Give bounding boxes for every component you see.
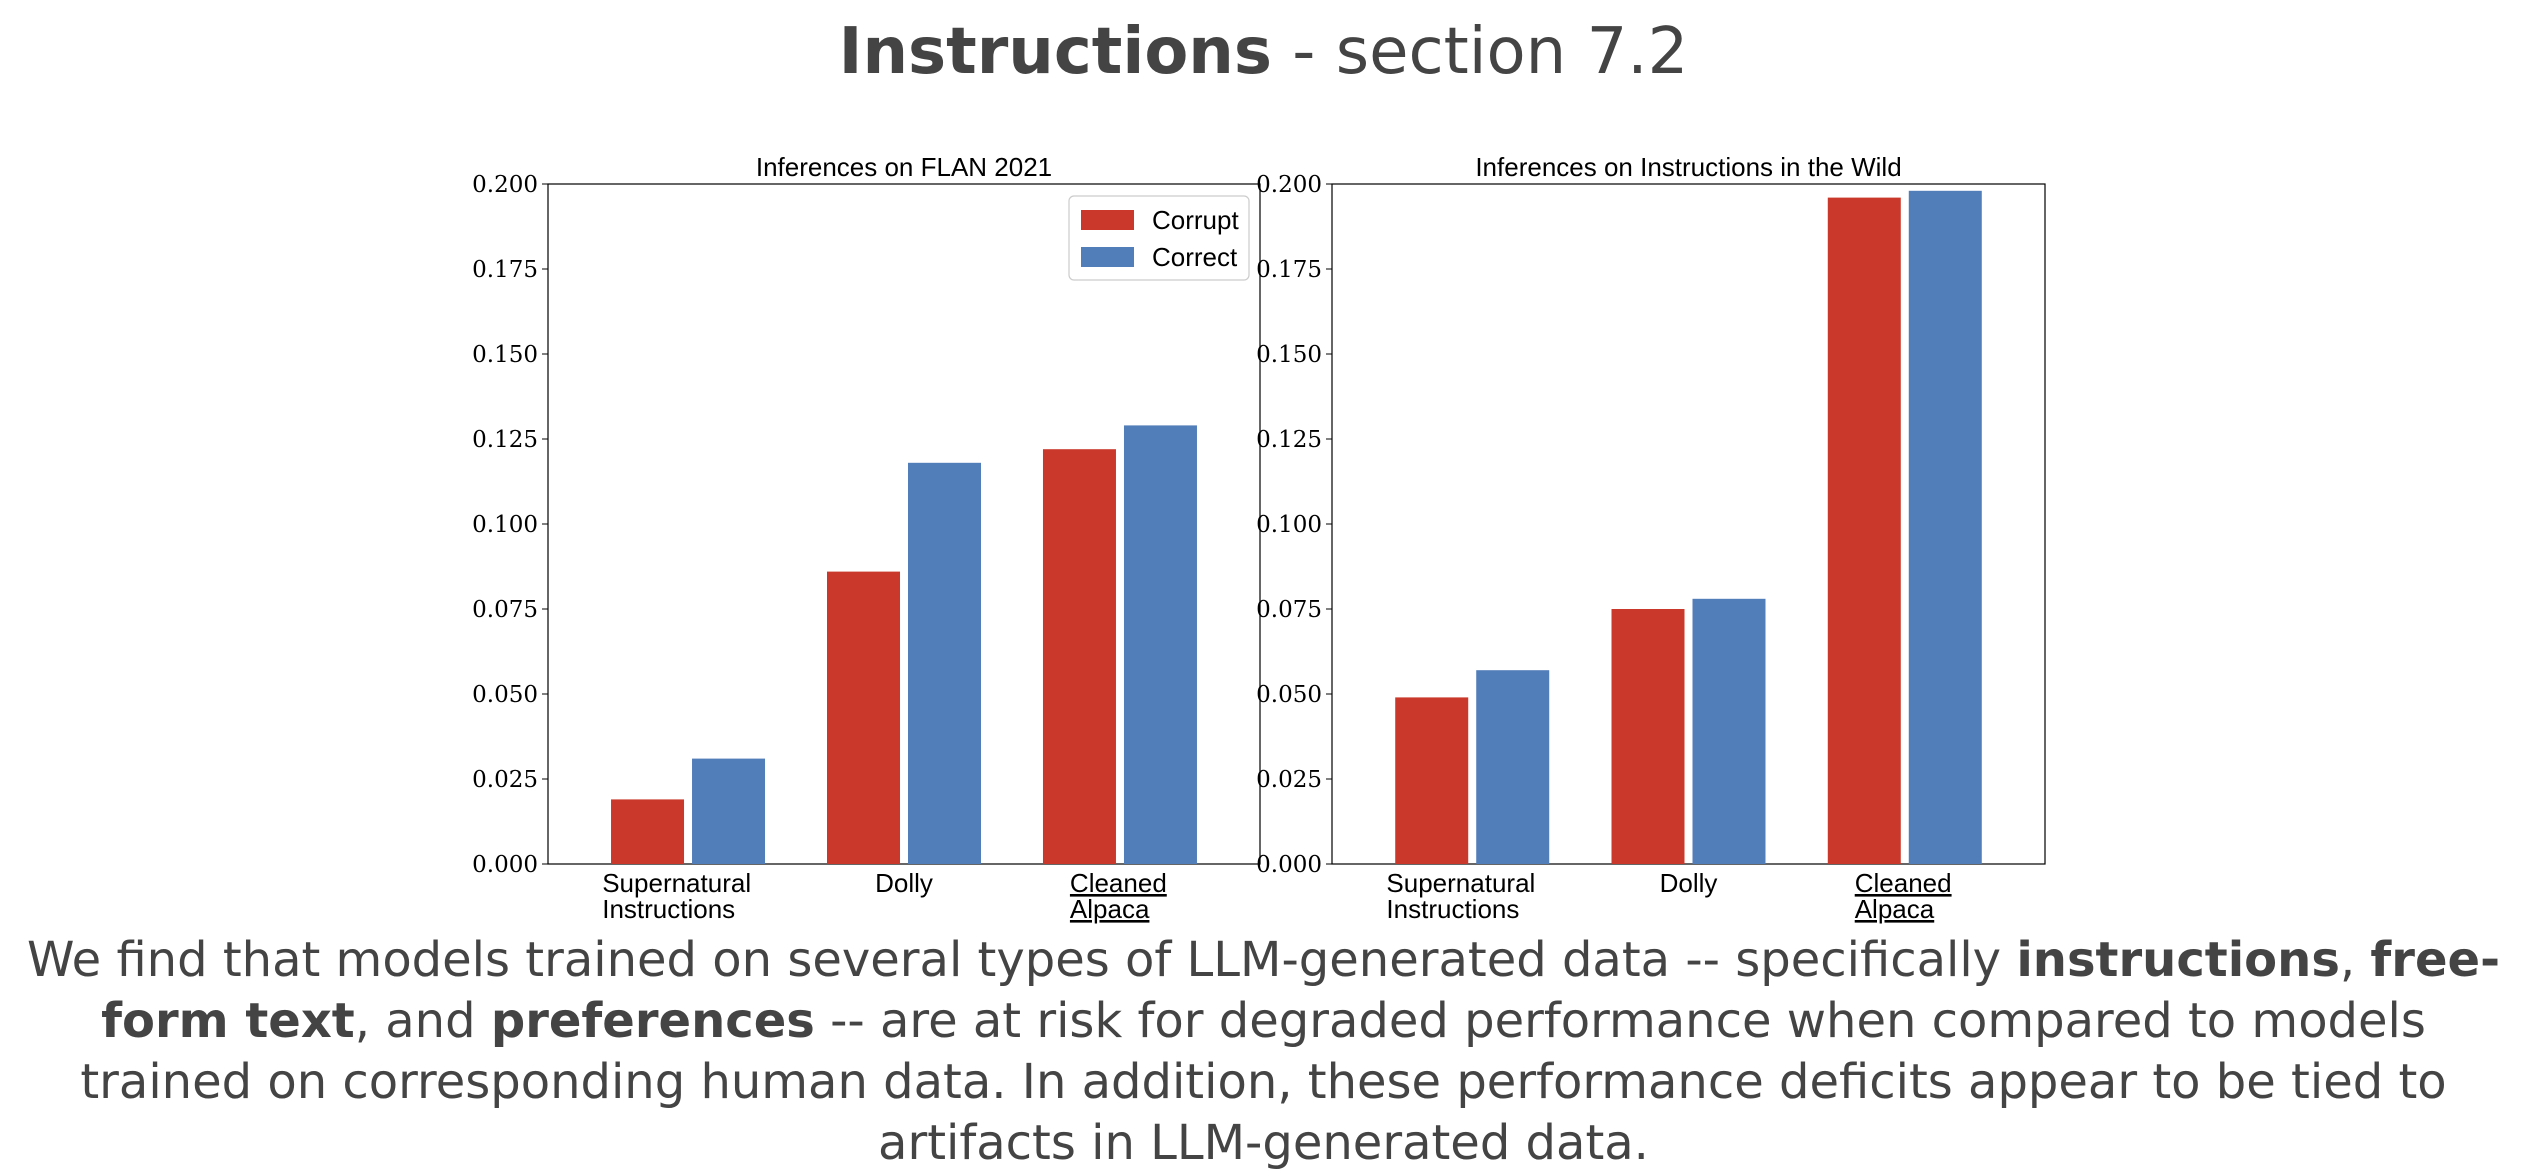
bar-correct-cleaned-alpaca — [1908, 190, 1982, 865]
bar-corrupt-dolly — [1611, 609, 1685, 864]
bar-corrupt-cleaned-alpaca — [1042, 449, 1116, 864]
y-tick-label: 0.075 — [1256, 597, 1322, 623]
y-tick-label: 0.150 — [472, 342, 538, 368]
y-tick-label: 0.200 — [1256, 172, 1322, 198]
y-tick-label: 0.050 — [472, 682, 538, 708]
chart-1: Inferences on FLAN 2021 0.000 0.025 0.050 0.… — [472, 152, 1261, 924]
x-tick-label: Cleaned — [1855, 868, 1952, 898]
bar-correct-dolly — [908, 462, 981, 864]
y-tick-label: 0.050 — [1256, 682, 1322, 708]
y-tick-label: 0.150 — [1256, 342, 1322, 368]
x-tick-label: Instructions — [602, 894, 735, 924]
legend-swatch-corrupt — [1081, 210, 1134, 230]
bar-correct-cleaned-alpaca — [1123, 425, 1197, 864]
slide-title-bold: Instructions — [838, 15, 1272, 89]
x-tick-label: Supernatural — [602, 868, 751, 898]
x-tick-label: Cleaned — [1070, 868, 1167, 898]
caption-part-2: , — [2339, 932, 2371, 988]
x-tick-label: Supernatural — [1386, 868, 1535, 898]
caption-bold-instructions: instructions — [2016, 932, 2340, 988]
bar-correct-supernatural-instructions — [1476, 670, 1550, 864]
x-tick-label: Dolly — [1660, 868, 1718, 898]
legend-swatch-correct — [1081, 247, 1134, 267]
bar-corrupt-dolly — [827, 571, 900, 864]
legend-label-correct: Correct — [1152, 242, 1238, 272]
bar-corrupt-cleaned-alpaca — [1827, 197, 1901, 865]
x-tick-label: Dolly — [875, 868, 933, 898]
x-tick-label: Instructions — [1386, 894, 1519, 924]
y-tick-label: 0.075 — [472, 597, 538, 623]
slide-title-rest: - section 7.2 — [1271, 15, 1689, 89]
bar-correct-dolly — [1692, 598, 1766, 864]
y-tick-label: 0.000 — [472, 852, 538, 878]
chart-title: Inferences on Instructions in the Wild — [1475, 152, 1901, 182]
y-tick-label: 0.025 — [472, 767, 538, 793]
legend-label-corrupt: Corrupt — [1152, 205, 1239, 235]
y-tick-label: 0.100 — [472, 512, 538, 538]
x-tick-label: Alpaca — [1070, 894, 1150, 924]
x-tick-label: Alpaca — [1855, 894, 1935, 924]
caption-part-3: , and — [354, 993, 491, 1049]
chart-2: Inferences on Instructions in the Wild 0.… — [1256, 152, 2046, 924]
caption-bold-free-form-text: free-form text — [101, 932, 2500, 1049]
y-tick-label: 0.025 — [1256, 767, 1322, 793]
y-tick-label: 0.125 — [472, 427, 538, 453]
y-tick-label: 0.200 — [472, 172, 538, 198]
caption: We find that models trained on several t… — [20, 930, 2507, 1174]
bar-corrupt-supernatural-instructions — [1395, 697, 1469, 864]
caption-part-1: We find that models trained on several t… — [27, 932, 2017, 988]
y-tick-label: 0.125 — [1256, 427, 1322, 453]
bar-correct-supernatural-instructions — [692, 758, 766, 864]
y-tick-label: 0.175 — [1256, 257, 1322, 283]
caption-bold-preferences: preferences — [490, 993, 815, 1049]
y-tick-label: 0.100 — [1256, 512, 1322, 538]
y-tick-label: 0.175 — [472, 257, 538, 283]
charts-figure: Inferences on FLAN 2021 0.000 0.025 0.050 0.… — [472, 152, 2046, 924]
bar-corrupt-supernatural-instructions — [611, 799, 685, 864]
legend: Corrupt Correct — [1068, 195, 1250, 281]
slide-title: Instructions - section 7.2 — [0, 12, 2527, 92]
chart-title: Inferences on FLAN 2021 — [756, 152, 1052, 182]
y-tick-label: 0.000 — [1256, 852, 1322, 878]
